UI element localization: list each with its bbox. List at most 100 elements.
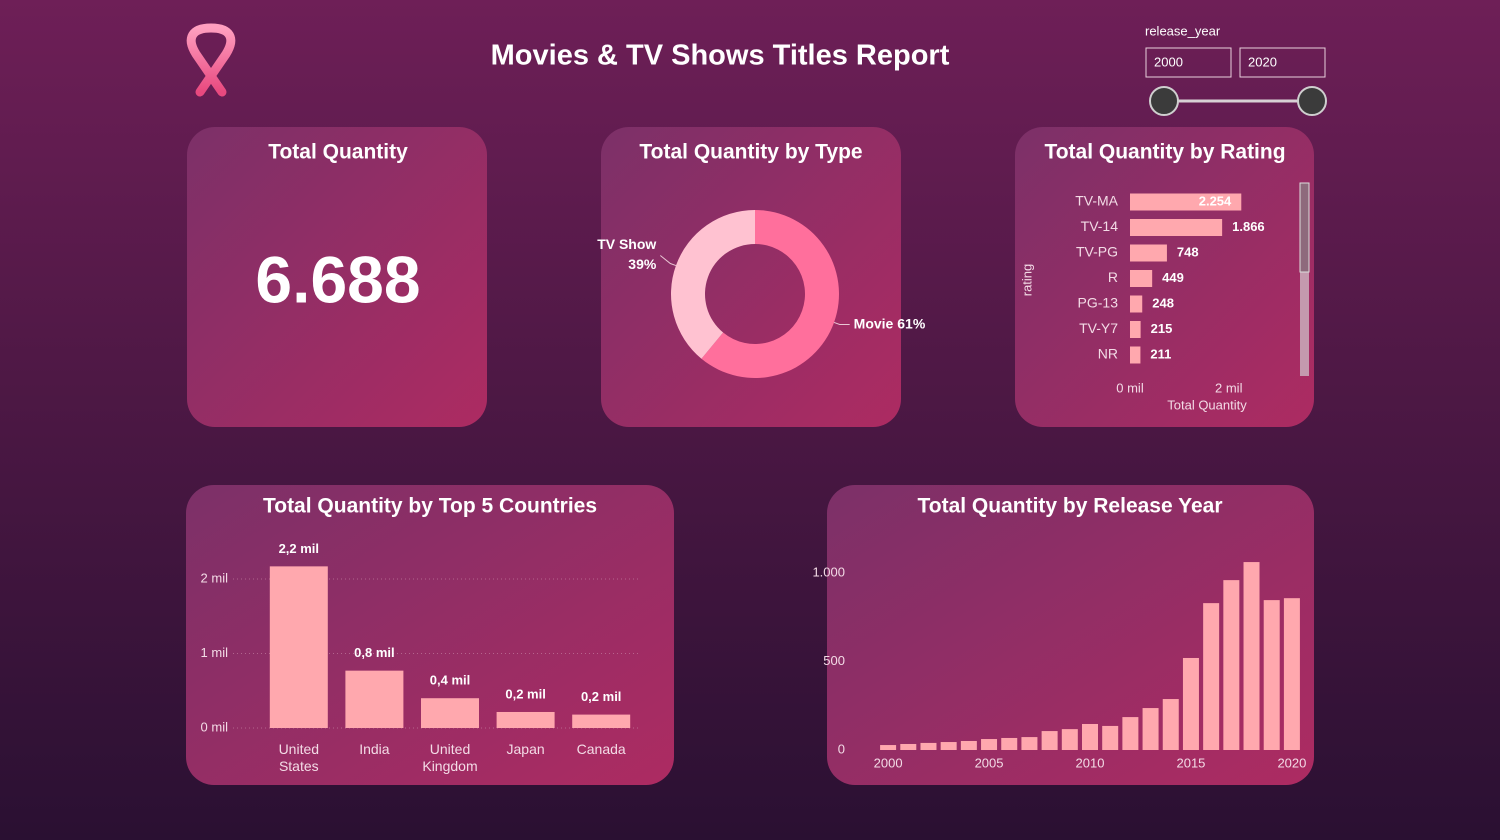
bar <box>1021 737 1038 750</box>
bar <box>900 743 917 750</box>
y-axis-label: rating <box>1019 264 1034 297</box>
value-label: 0,4 mil <box>430 673 470 688</box>
card-title: Total Quantity by Release Year <box>917 495 1222 518</box>
bar <box>1142 708 1159 750</box>
y-tick-label: 500 <box>823 653 845 668</box>
bar <box>940 742 957 750</box>
card <box>601 127 901 427</box>
card-title: Total Quantity by Type <box>639 141 862 164</box>
x-tick-label: 2015 <box>1176 755 1205 770</box>
page-title: Movies & TV Shows Titles Report <box>491 40 950 72</box>
value-label: 211 <box>1150 346 1171 361</box>
y-tick-label: TV-14 <box>1081 218 1119 234</box>
category-label: TV Show <box>597 236 656 252</box>
y-tick-label: 1 mil <box>201 645 229 660</box>
bar <box>1130 219 1223 236</box>
x-tick-label: Japan <box>506 741 545 757</box>
bar <box>269 566 328 728</box>
bar <box>345 670 404 728</box>
bar <box>1130 244 1167 262</box>
y-tick-label: R <box>1108 269 1118 285</box>
x-tick-label: India <box>359 741 390 757</box>
pie-slice <box>701 210 839 378</box>
bar <box>1122 717 1139 750</box>
y-tick-label: 0 <box>838 741 845 756</box>
value-label: 1.866 <box>1232 219 1265 234</box>
card <box>186 485 674 785</box>
value-label: 248 <box>1152 295 1174 310</box>
value-label: 0,2 mil <box>505 686 545 701</box>
bar <box>920 742 937 750</box>
bar <box>496 711 555 728</box>
x-tick-label: United States <box>278 741 320 774</box>
bar <box>1263 600 1280 750</box>
y-tick-label: NR <box>1098 346 1118 362</box>
y-tick-label: TV-Y7 <box>1079 320 1118 336</box>
x-tick-label: Canada <box>576 741 626 757</box>
y-tick-label: TV-PG <box>1076 244 1118 260</box>
slider-handle[interactable] <box>1297 86 1327 116</box>
bar <box>1001 737 1018 750</box>
x-axis-label: Total Quantity <box>1167 397 1247 412</box>
bar <box>1130 270 1153 287</box>
value-label: 0,8 mil <box>354 645 394 660</box>
category-label: Movie <box>854 315 894 331</box>
x-tick-label: 2010 <box>1076 755 1105 770</box>
leader-line <box>833 321 850 325</box>
bar <box>1130 321 1141 338</box>
y-tick-label: 0 mil <box>201 719 229 734</box>
card <box>187 127 487 427</box>
x-tick-label: United Kingdom <box>422 741 478 774</box>
value-label: 215 <box>1151 321 1173 336</box>
bar <box>1102 725 1119 750</box>
bar <box>1061 729 1078 750</box>
from-box[interactable] <box>1145 47 1232 78</box>
leader-line <box>660 255 677 267</box>
value-label: 0,2 mil <box>581 689 621 704</box>
scroll-thumb[interactable] <box>1299 182 1310 273</box>
y-tick-label: TV-MA <box>1075 193 1118 209</box>
bar <box>1162 699 1179 750</box>
bar <box>1130 295 1143 313</box>
card-title: Total Quantity by Rating <box>1044 141 1285 164</box>
bar <box>1130 193 1242 211</box>
slice-label: Movie 61% <box>854 315 926 331</box>
bar <box>1243 562 1260 750</box>
bar <box>960 740 977 750</box>
kpi-value: 6.688 <box>255 242 420 316</box>
bar <box>572 714 631 728</box>
bar <box>1130 346 1141 364</box>
bar <box>1041 731 1058 750</box>
value-label: 61% <box>897 315 926 331</box>
from-value[interactable]: 2000 <box>1154 54 1183 69</box>
pie-slice <box>670 210 755 359</box>
value-label: 748 <box>1177 244 1199 259</box>
y-tick-label: 1.000 <box>812 564 845 579</box>
bar <box>981 739 998 750</box>
x-tick-label: 2 mil <box>1215 380 1243 395</box>
x-tick-label: 2005 <box>975 755 1004 770</box>
bar <box>1283 598 1300 750</box>
x-tick-label: 2020 <box>1277 755 1306 770</box>
card-title: Total Quantity by Top 5 Countries <box>263 495 597 518</box>
value-label: 39% <box>628 256 657 272</box>
value-label: 2,2 mil <box>279 541 319 556</box>
bar <box>1203 603 1220 750</box>
x-tick-label: 2000 <box>874 755 903 770</box>
bar <box>1223 580 1240 750</box>
to-box[interactable] <box>1239 47 1326 78</box>
bar <box>880 745 897 750</box>
x-tick-label: 0 mil <box>1116 380 1144 395</box>
y-tick-label: 2 mil <box>201 570 229 585</box>
bar <box>1082 723 1098 750</box>
card-title: Total Quantity <box>268 141 408 164</box>
value-label: 2.254 <box>1199 193 1232 208</box>
scrollbar[interactable] <box>1300 183 1309 376</box>
value-label: 449 <box>1162 270 1184 285</box>
bar <box>421 698 479 728</box>
y-tick-label: PG-13 <box>1078 295 1119 311</box>
ribbon-icon <box>186 23 236 97</box>
to-value[interactable]: 2020 <box>1248 54 1277 69</box>
slider-handle[interactable] <box>1149 86 1179 116</box>
